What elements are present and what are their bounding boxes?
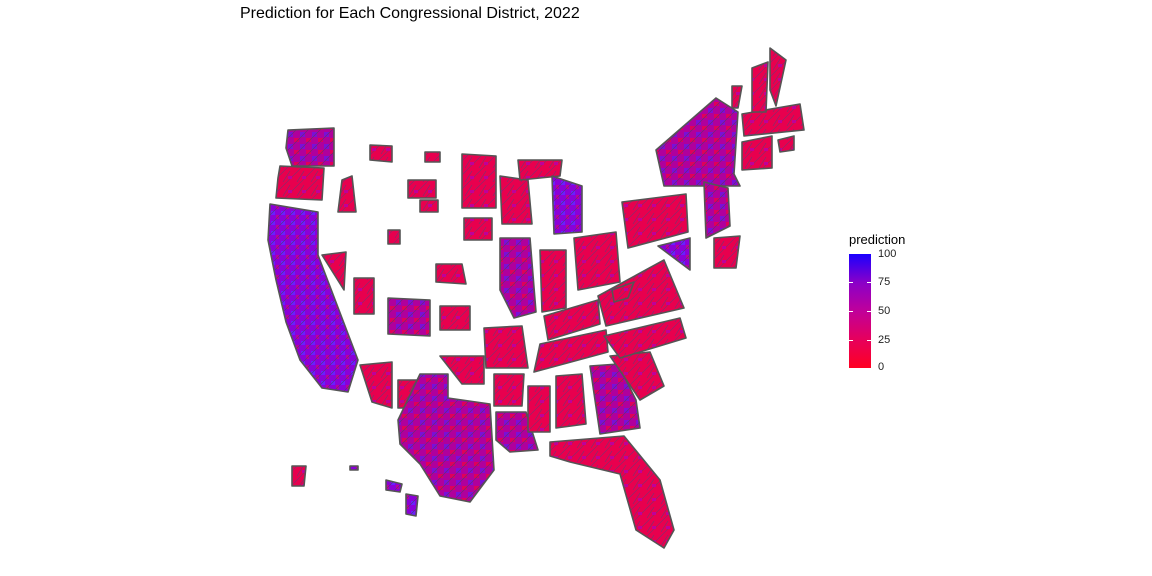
state-iowa [463,217,493,241]
state-nebraska [435,263,467,285]
state-north-carolina [603,317,687,359]
state-hawaii-3 [405,493,419,517]
state-montana [369,144,393,163]
state-michigan [517,159,563,181]
state-south-dakota [419,199,439,213]
state-hawaii-2 [385,479,403,493]
state-michigan-lower [551,175,583,235]
legend-tick-label: 75 [878,276,891,288]
state-arizona [359,361,393,409]
state-oregon [275,165,325,201]
state-west-virginia [611,281,635,303]
state-kentucky [543,299,601,341]
state-alabama [555,373,587,429]
state-florida [549,435,675,549]
state-ohio [573,231,621,291]
state-wisconsin [499,175,533,225]
state-new-york [655,97,741,187]
state-idaho [337,175,357,213]
state-indiana [539,249,567,313]
state-new-jersey [703,181,731,239]
state-wyoming-2 [387,297,431,337]
state-arkansas [493,373,525,407]
state-tennessee [533,329,609,373]
state-minnesota [461,153,497,209]
state-wyoming [407,179,437,199]
legend-tick-label: 50 [878,305,891,317]
state-utah [353,277,375,315]
state-pennsylvania [621,193,689,249]
state-maryland [657,237,691,271]
legend-tick-label: 25 [878,334,891,346]
state-oklahoma [439,355,485,385]
state-texas [397,373,495,503]
legend-tick-label: 100 [878,248,897,260]
state-colorado [387,229,401,245]
legend-tickmark [849,282,871,283]
legend-title: prediction [849,232,906,247]
state-new-england-1 [741,135,773,171]
state-illinois [499,237,537,319]
chart-title: Prediction for Each Congressional Distri… [240,5,580,22]
state-missouri [483,325,529,369]
legend-tickmark [849,311,871,312]
state-california [267,203,359,393]
state-hawaii-1 [349,465,359,471]
state-north-dakota [424,151,441,163]
state-kansas [439,305,471,331]
state-mississippi [527,385,551,433]
legend-tickmark [849,340,871,341]
state-nevada [321,251,347,291]
state-georgia [589,363,641,435]
legend-colorbar [849,254,871,368]
state-vermont [731,85,743,109]
state-delaware [713,235,741,269]
state-ct-ri [777,135,795,153]
state-alaska [291,465,307,487]
state-virginia [597,259,685,327]
legend-tick-label: 0 [878,361,885,373]
state-washington [285,127,335,167]
state-maine [751,61,769,113]
state-maine-2 [769,47,787,107]
